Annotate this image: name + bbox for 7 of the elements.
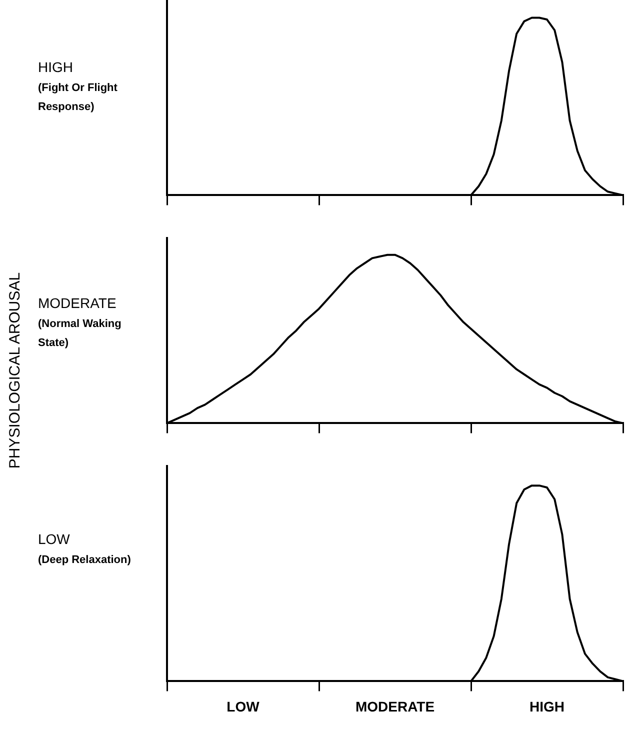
x-tick-label: LOW [226, 698, 260, 714]
x-tick-label: MODERATE [355, 698, 435, 714]
y-axis-title: HIGH (Fight Or Flight Response) [38, 58, 118, 114]
x-tick-label: HIGH [530, 698, 564, 714]
y-axis-title: MODERATE (Normal Waking State) [38, 294, 122, 349]
text: PHYSIOLOGICAL AROUSAL [6, 271, 24, 471]
y-axis-title: LOW (Deep Relaxation) [38, 530, 132, 566]
